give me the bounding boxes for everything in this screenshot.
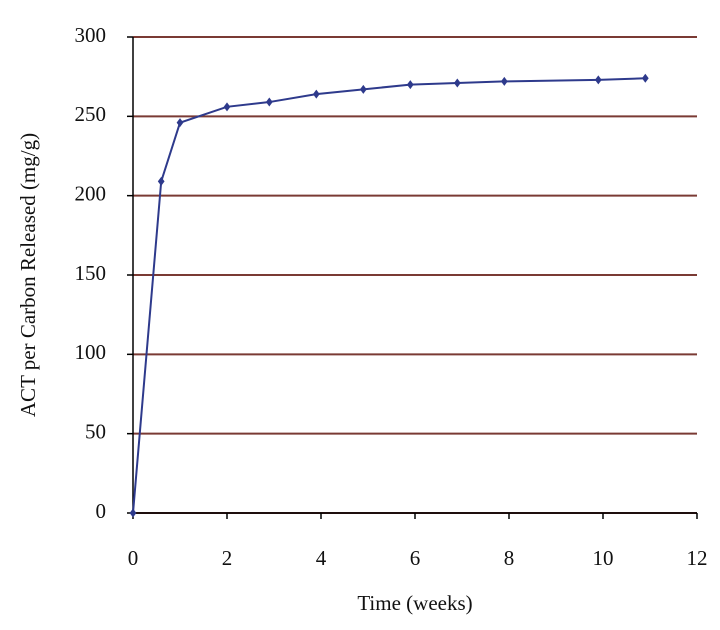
data-point <box>453 78 461 88</box>
data-point <box>176 118 184 128</box>
data-line <box>132 77 646 514</box>
data-point <box>265 97 273 107</box>
x-tick-label: 6 <box>410 546 421 570</box>
y-tick-label: 100 <box>75 340 107 364</box>
y-tick-label: 0 <box>96 499 107 523</box>
y-tick-label: 50 <box>85 419 106 443</box>
data-point <box>594 75 602 85</box>
x-tick-label: 0 <box>128 546 139 570</box>
data-point <box>641 73 649 83</box>
data-point <box>157 176 165 186</box>
data-point <box>129 508 137 518</box>
data-point <box>359 84 367 94</box>
y-tick-label: 150 <box>75 261 107 285</box>
x-tick-label: 10 <box>593 546 614 570</box>
y-axis-title: ACT per Carbon Released (mg/g) <box>16 133 40 417</box>
x-tick-label: 4 <box>316 546 327 570</box>
y-tick-label: 300 <box>75 23 107 47</box>
y-tick-label: 200 <box>75 181 107 205</box>
y-tick-label: 250 <box>75 102 107 126</box>
x-tick-label: 12 <box>687 546 708 570</box>
data-point <box>500 76 508 86</box>
data-point <box>406 80 414 90</box>
data-point <box>312 89 320 99</box>
x-tick-label: 2 <box>222 546 233 570</box>
x-tick-label: 8 <box>504 546 515 570</box>
data-point <box>223 102 231 112</box>
x-axis-title: Time (weeks) <box>357 591 472 615</box>
